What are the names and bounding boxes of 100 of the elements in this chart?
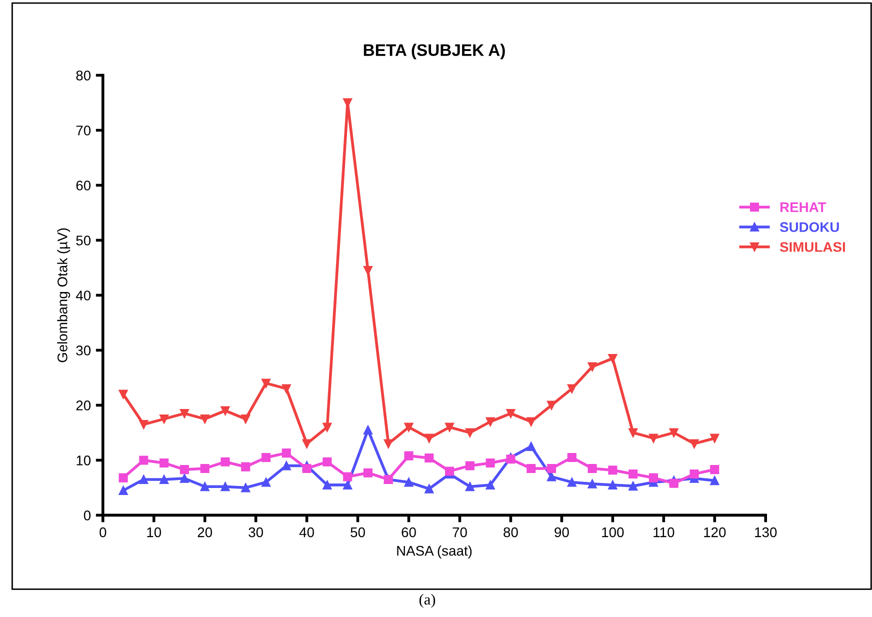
point xyxy=(139,474,148,484)
point xyxy=(445,466,454,476)
point xyxy=(526,464,536,473)
point xyxy=(363,425,372,434)
point xyxy=(628,482,638,491)
y-tick-label: 0 xyxy=(84,510,91,520)
point xyxy=(404,422,414,432)
point xyxy=(262,378,271,388)
x-tick-label: 60 xyxy=(402,527,416,538)
x-tick-label: 90 xyxy=(554,527,569,538)
x-tick-label: 70 xyxy=(452,527,467,538)
point xyxy=(322,457,332,466)
point xyxy=(262,478,271,487)
y-tick-label: 50 xyxy=(76,236,91,246)
point xyxy=(118,473,128,482)
point xyxy=(588,479,597,488)
point xyxy=(710,434,720,443)
x-tick-label: 80 xyxy=(504,527,518,538)
point xyxy=(567,452,576,462)
point xyxy=(384,439,393,448)
point xyxy=(424,453,434,463)
point xyxy=(200,414,210,424)
point xyxy=(506,408,516,418)
x-tick-label: 20 xyxy=(198,527,212,538)
point xyxy=(690,439,699,448)
y-tick-label: 70 xyxy=(76,126,91,136)
point xyxy=(160,414,169,424)
y-axis-title: Gelombang Otak (µV) xyxy=(57,228,70,362)
point xyxy=(118,486,128,495)
point xyxy=(710,465,720,474)
point xyxy=(139,456,148,465)
point xyxy=(262,452,271,462)
point xyxy=(669,428,678,438)
point xyxy=(648,434,658,443)
point xyxy=(282,461,291,470)
point xyxy=(608,480,618,490)
point xyxy=(588,362,597,372)
point xyxy=(465,428,474,438)
legend-label: REHAT xyxy=(780,202,826,212)
point xyxy=(220,406,230,416)
point xyxy=(567,384,576,394)
point xyxy=(588,464,597,473)
point xyxy=(180,465,189,474)
point xyxy=(424,434,434,443)
point xyxy=(710,476,720,486)
y-tick-label: 20 xyxy=(76,400,91,410)
y-tick-label: 80 xyxy=(76,70,91,80)
point xyxy=(180,474,189,483)
point xyxy=(486,458,495,468)
point xyxy=(526,417,536,426)
x-tick-label: 30 xyxy=(248,527,264,538)
point xyxy=(200,482,210,492)
point xyxy=(363,266,372,276)
point xyxy=(608,466,618,475)
point xyxy=(465,461,474,470)
point xyxy=(200,464,210,473)
chart-title: BETA (SUBJEK A) xyxy=(364,44,505,60)
point xyxy=(567,478,576,487)
point xyxy=(648,473,658,482)
point xyxy=(526,442,536,451)
point xyxy=(220,482,230,492)
point xyxy=(139,420,148,429)
point xyxy=(608,354,618,363)
x-tick-label: 120 xyxy=(704,527,726,538)
point xyxy=(546,464,556,473)
y-tick-label: 10 xyxy=(76,456,91,466)
point xyxy=(546,400,556,410)
point xyxy=(118,390,128,399)
point xyxy=(282,384,291,394)
point xyxy=(546,472,556,482)
point xyxy=(302,439,312,448)
point xyxy=(241,462,250,472)
point xyxy=(506,454,516,464)
point xyxy=(465,482,474,492)
point xyxy=(160,474,169,484)
x-tick-label: 100 xyxy=(602,527,624,538)
point xyxy=(445,422,454,432)
point xyxy=(180,408,189,418)
x-tick-label: 130 xyxy=(755,527,777,538)
point xyxy=(486,417,495,426)
x-tick-label: 50 xyxy=(350,527,365,538)
point xyxy=(241,414,250,424)
point xyxy=(241,483,250,492)
point xyxy=(322,422,332,432)
point xyxy=(404,451,414,460)
point xyxy=(302,464,312,473)
y-tick-label: 30 xyxy=(76,346,91,356)
legend-label: SIMULASI xyxy=(780,242,845,252)
point xyxy=(628,428,638,438)
x-tick-label: 40 xyxy=(299,527,314,538)
point xyxy=(690,469,699,478)
point xyxy=(424,484,434,494)
point xyxy=(322,480,332,490)
y-tick-label: 60 xyxy=(76,180,91,190)
y-tick-label: 40 xyxy=(76,290,91,300)
x-tick-label: 0 xyxy=(100,527,106,538)
point xyxy=(404,478,414,487)
legend-label: SUDOKU xyxy=(780,222,839,232)
x-tick-label: 10 xyxy=(147,527,162,538)
point xyxy=(486,480,495,490)
